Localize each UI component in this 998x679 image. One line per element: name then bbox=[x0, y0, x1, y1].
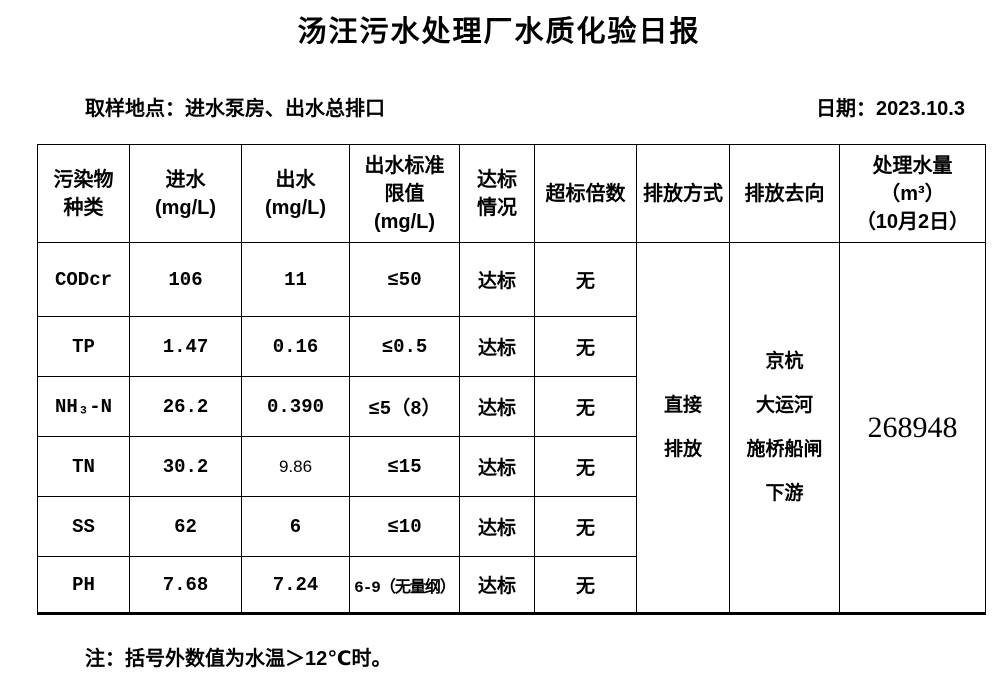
pollutant-cell: PH bbox=[37, 556, 130, 614]
influent-cell: 26.2 bbox=[129, 376, 242, 437]
exceed-cell: 无 bbox=[534, 556, 637, 614]
exceed-cell: 无 bbox=[534, 376, 637, 437]
limit-cell: 6-9（无量纲） bbox=[349, 556, 460, 614]
discharge-destination-cell: 京杭 大运河 施桥船闸 下游 bbox=[729, 242, 840, 614]
col-header-effluent: 出水 (mg/L) bbox=[241, 144, 350, 243]
header-row: 污染物 种类 进水 (mg/L) 出水 (mg/L) 出水标准 限值 (mg/L… bbox=[37, 144, 986, 243]
col-header-treated-volume: 处理水量 （m³） （10月2日） bbox=[839, 144, 986, 243]
influent-cell: 62 bbox=[129, 496, 242, 557]
exceed-cell: 无 bbox=[534, 316, 637, 377]
influent-cell: 7.68 bbox=[129, 556, 242, 614]
page-title: 汤汪污水处理厂水质化验日报 bbox=[297, 16, 701, 48]
col-header-influent: 进水 (mg/L) bbox=[129, 144, 242, 243]
influent-cell: 106 bbox=[129, 242, 242, 317]
col-header-compliance: 达标 情况 bbox=[459, 144, 535, 243]
pollutant-cell: NH₃-N bbox=[37, 376, 130, 437]
col-header-exceedance: 超标倍数 bbox=[534, 144, 637, 243]
table-row-tn: TN 30.2 9.86 ≤15 达标 无 bbox=[37, 436, 986, 497]
sampling-location-label: 取样地点：进水泵房、出水总排口 bbox=[85, 98, 385, 120]
influent-cell: 1.47 bbox=[129, 316, 242, 377]
exceed-cell: 无 bbox=[534, 242, 637, 317]
effluent-cell: 0.16 bbox=[241, 316, 350, 377]
table-row-nh3n: NH₃-N 26.2 0.390 ≤5（8） 达标 无 bbox=[37, 376, 986, 437]
limit-cell: ≤15 bbox=[349, 436, 460, 497]
pollutant-cell: CODcr bbox=[37, 242, 130, 317]
pollutant-cell: SS bbox=[37, 496, 130, 557]
influent-cell: 30.2 bbox=[129, 436, 242, 497]
footnote: 注：括号外数值为水温＞12℃时。 bbox=[85, 648, 392, 670]
col-header-effluent-limit: 出水标准 限值 (mg/L) bbox=[349, 144, 460, 243]
effluent-cell: 7.24 bbox=[241, 556, 350, 614]
exceed-cell: 无 bbox=[534, 496, 637, 557]
col-header-pollutant-type: 污染物 种类 bbox=[37, 144, 130, 243]
table-row-ss: SS 62 6 ≤10 达标 无 bbox=[37, 496, 986, 557]
effluent-cell: 9.86 bbox=[241, 436, 350, 497]
status-cell: 达标 bbox=[459, 316, 535, 377]
col-header-discharge-destination: 排放去向 bbox=[729, 144, 840, 243]
col-header-discharge-method: 排放方式 bbox=[636, 144, 730, 243]
table-row-tp: TP 1.47 0.16 ≤0.5 达标 无 bbox=[37, 316, 986, 377]
report-info-row: 取样地点：进水泵房、出水总排口 日期：2023.10.3 bbox=[0, 92, 998, 121]
status-cell: 达标 bbox=[459, 242, 535, 317]
limit-cell: ≤50 bbox=[349, 242, 460, 317]
discharge-method-cell: 直接 排放 bbox=[636, 242, 730, 614]
limit-cell: ≤5（8） bbox=[349, 376, 460, 437]
limit-cell: ≤0.5 bbox=[349, 316, 460, 377]
limit-cell: ≤10 bbox=[349, 496, 460, 557]
table-row-ph: PH 7.68 7.24 6-9（无量纲） 达标 无 bbox=[37, 556, 986, 614]
table-row-codcr: CODcr 106 11 ≤50 达标 无 直接 排放 京杭 大运河 施桥船闸 … bbox=[37, 242, 986, 614]
report-date-label: 日期：2023.10.3 bbox=[816, 98, 965, 120]
status-cell: 达标 bbox=[459, 436, 535, 497]
status-cell: 达标 bbox=[459, 376, 535, 437]
pollutant-cell: TN bbox=[37, 436, 130, 497]
status-cell: 达标 bbox=[459, 496, 535, 557]
exceed-cell: 无 bbox=[534, 436, 637, 497]
effluent-cell: 6 bbox=[241, 496, 350, 557]
effluent-cell: 11 bbox=[241, 242, 350, 317]
treated-volume-cell: 268948 bbox=[839, 242, 986, 614]
status-cell: 达标 bbox=[459, 556, 535, 614]
effluent-cell: 0.390 bbox=[241, 376, 350, 437]
pollutant-cell: TP bbox=[37, 316, 130, 377]
water-quality-table: 污染物 种类 进水 (mg/L) 出水 (mg/L) 出水标准 限值 (mg/L… bbox=[37, 144, 986, 615]
